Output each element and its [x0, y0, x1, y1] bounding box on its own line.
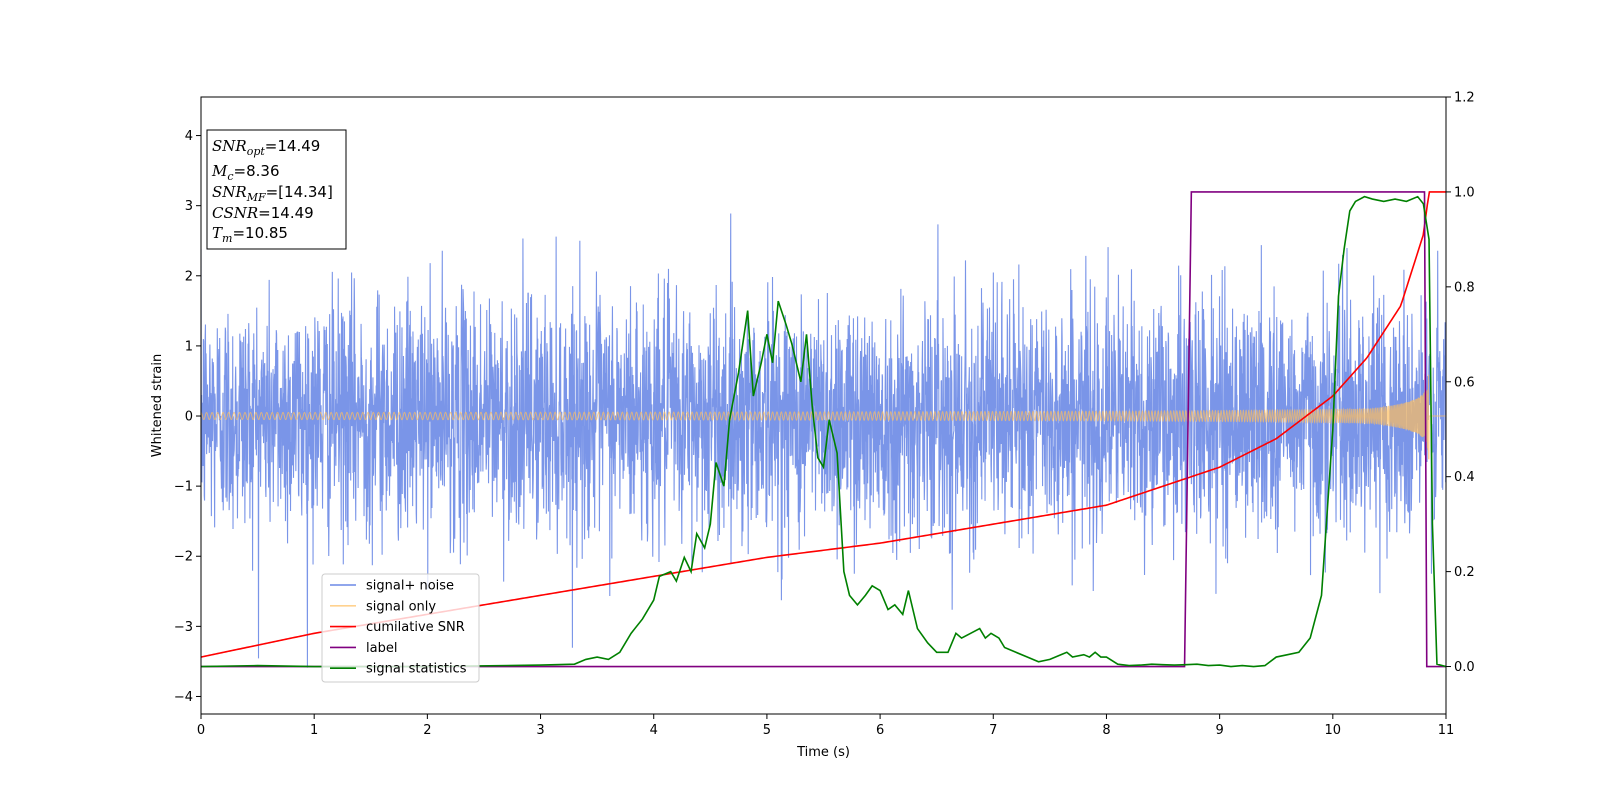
legend-label-cumilative-snr: cumilative SNR	[366, 620, 465, 635]
legend-label-label: label	[366, 641, 397, 656]
legend: signal+ noise signal only cumilative SNR la…	[321, 573, 480, 683]
y-left-tick-label: −3	[174, 620, 193, 635]
y-right-tick-label: 0.4	[1454, 470, 1475, 485]
legend-label-signal-only: signal only	[366, 599, 436, 614]
y-right-tick-label: 0.8	[1454, 280, 1475, 295]
x-tick-label: 11	[1438, 723, 1455, 738]
y-right-tick-label: 1.2	[1454, 91, 1475, 106]
y-axis-right: 0.0 0.2 0.4 0.6 0.8 1.0 1.2	[1446, 91, 1475, 675]
x-tick-label: 2	[423, 723, 431, 738]
legend-frame	[321, 573, 480, 683]
legend-label-signal-statistics: signal statistics	[366, 662, 467, 677]
x-tick-label: 6	[876, 723, 884, 738]
x-axis-label: Time (s)	[796, 745, 850, 760]
annotation-frame	[206, 129, 347, 250]
series-label	[201, 191, 1446, 668]
annotation-box: SNRopt=14.49 Mc=8.36SNRMF=[14.34]CSNR=14.…	[206, 129, 347, 250]
plot-frame	[200, 96, 1447, 715]
y-left-tick-label: −1	[174, 480, 193, 495]
x-tick-label: 4	[650, 723, 658, 738]
y-right-tick-label: 1.0	[1454, 185, 1475, 200]
y-left-tick-label: 3	[185, 199, 193, 214]
y-axis-left: −4 −3 −2 −1 0 1 2 3 4	[174, 129, 201, 705]
x-tick-label: 0	[197, 723, 205, 738]
y-left-tick-label: 2	[185, 269, 193, 284]
y-right-tick-label: 0.6	[1454, 375, 1475, 390]
series-signal-statistics	[201, 195, 1446, 668]
y-right-tick-label: 0.0	[1454, 660, 1475, 675]
x-tick-label: 3	[536, 723, 544, 738]
annotation-line: SNRopt=14.49	[212, 137, 320, 158]
y-left-tick-label: 4	[185, 129, 193, 144]
x-tick-label: 5	[763, 723, 771, 738]
y-right-tick-label: 0.2	[1454, 565, 1475, 580]
series-signal-only	[201, 374, 1446, 460]
x-tick-label: 1	[310, 723, 318, 738]
annotation-line: Tm=10.85	[212, 224, 288, 245]
x-tick-label: 7	[989, 723, 997, 738]
legend-label-signal-plus-noise: signal+ noise	[366, 579, 454, 594]
x-tick-label: 8	[1102, 723, 1110, 738]
x-tick-label: 10	[1325, 723, 1342, 738]
y-left-tick-label: −4	[174, 690, 193, 705]
annotation-line: SNRMF=[14.34]	[212, 183, 333, 204]
y-left-tick-label: 0	[185, 410, 193, 425]
annotation-line: CSNR=14.49	[212, 204, 314, 222]
x-tick-label: 9	[1215, 723, 1223, 738]
y-left-tick-label: 1	[185, 339, 193, 354]
x-axis: 0 1 2 3 4 5 6 7 8 9 10 11	[197, 714, 1454, 738]
annotation-line: Mc=8.36	[211, 162, 280, 183]
y-axis-label-left: Whitened strain	[150, 354, 165, 457]
y-left-tick-label: −2	[174, 550, 193, 565]
